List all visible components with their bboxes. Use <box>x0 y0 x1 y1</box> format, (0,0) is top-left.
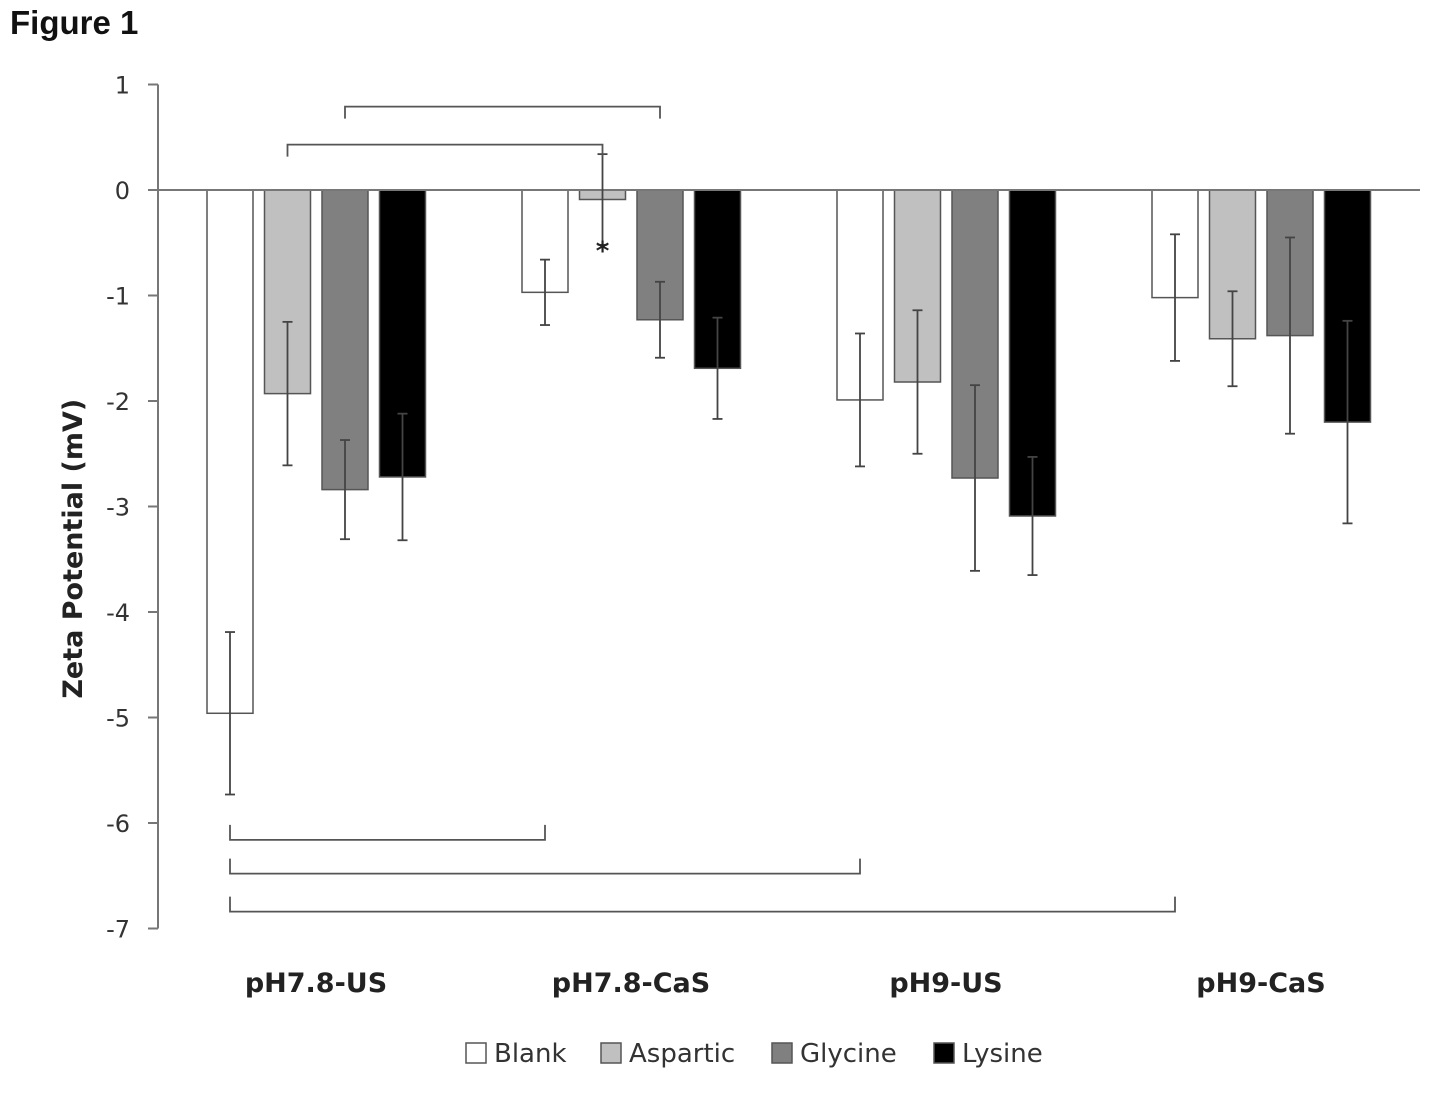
significance-bracket <box>229 824 546 841</box>
legend-label-aspartic: Aspartic <box>629 1039 735 1069</box>
significance-bracket <box>286 143 604 157</box>
category-label: pH7.8-CaS <box>552 968 710 999</box>
legend-label-lysine: Lysine <box>962 1039 1043 1069</box>
significance-bracket <box>229 858 861 875</box>
legend-swatch-glycine <box>771 1042 793 1064</box>
legend-label-blank: Blank <box>494 1039 567 1069</box>
significance-bracket <box>344 105 661 119</box>
y-tick-label: -7 <box>106 916 130 944</box>
legend-swatch-lysine <box>933 1042 955 1064</box>
y-tick-label: -2 <box>106 388 130 416</box>
significance-bracket <box>229 896 1176 913</box>
y-axis-title: Zeta Potential (mV) <box>58 399 89 699</box>
bar-blank <box>206 189 254 715</box>
y-tick-label: -5 <box>106 705 130 733</box>
y-tick-label: -1 <box>106 283 130 311</box>
category-label: pH9-CaS <box>1196 968 1325 999</box>
y-tick-label: -6 <box>106 810 130 838</box>
y-tick-label: -4 <box>106 599 130 627</box>
category-label: pH7.8-US <box>245 968 387 999</box>
category-label: pH9-US <box>889 968 1002 999</box>
y-tick-label: -3 <box>106 494 130 522</box>
y-tick-label: 0 <box>115 177 130 205</box>
significance-asterisk: * <box>596 237 610 267</box>
legend-swatch-aspartic <box>600 1042 622 1064</box>
legend-label-glycine: Glycine <box>800 1039 897 1069</box>
legend-swatch-blank <box>465 1042 487 1064</box>
y-tick-label: 1 <box>115 72 130 100</box>
figure-label: Figure 1 <box>10 4 139 41</box>
